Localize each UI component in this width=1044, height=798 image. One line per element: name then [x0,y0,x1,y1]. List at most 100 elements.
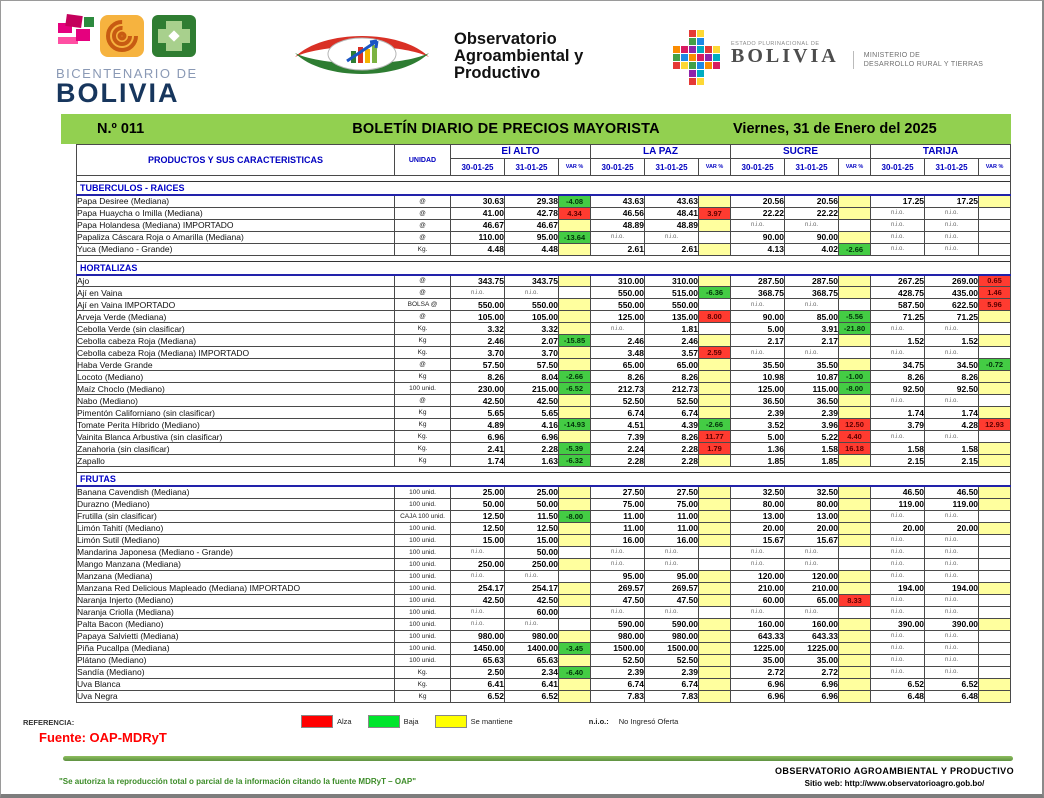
price-cell: 590.00 [644,617,700,631]
var-cell [557,629,592,643]
price-cell: 20.56 [784,194,840,208]
var-cell [978,310,1012,323]
var-cell: 12.50 [838,418,872,431]
unit-cell: CAJA 100 unid. [394,509,451,523]
product-name-cell: Uva Blanca [76,677,395,691]
price-cell: 2.50 [450,665,505,679]
table-header-city-row: PRODUCTOS Y SUS CARACTERISTICAS UNIDAD El … [76,144,1012,176]
var-cell [698,605,732,619]
price-cell: 587.50 [870,298,926,311]
var-cell [978,430,1012,443]
price-cell: 4.51 [590,418,646,431]
product-name-cell: Papaliza Cáscara Roja o Amarilla (Median… [76,230,395,244]
price-cell: 269.00 [924,274,980,287]
price-cell: 48.41 [644,206,700,220]
product-name-cell: Locoto (Mediano) [76,370,395,383]
price-cell: 10.87 [784,370,840,383]
var-cell [978,569,1012,583]
price-cell: 3.91 [784,322,840,335]
table-row: Piña Pucallpa (Mediana) 100 unid. 1450.00 1… [76,641,1012,655]
price-cell-nio: n.i.o. [504,569,559,583]
price-cell: 550.00 [590,298,646,311]
price-cell: 7.83 [644,689,700,703]
var-cell: 1.79 [698,442,732,455]
var-cell [838,677,872,691]
product-name-cell: Haba Verde Grande [76,358,395,371]
var-cell: -0.72 [978,358,1012,371]
product-name-cell: Ajo [76,274,395,287]
var-cell [838,569,872,583]
var-cell [838,629,872,643]
unit-cell: 100 unid. [394,641,451,655]
unit-cell: 100 unid. [394,629,451,643]
var-header: VAR % [838,158,872,176]
var-cell: -8.00 [838,382,872,395]
price-cell: 43.63 [644,194,700,208]
price-cell-nio: n.i.o. [644,557,700,571]
table-row: Plátano (Mediano) 100 unid. 65.63 65.63 52.5… [76,653,1012,667]
price-cell: 368.75 [730,286,786,299]
price-cell: 16.00 [644,533,700,547]
table-row: Manzana (Mediana) 100 unid. n.i.o. n.i.o. 95… [76,569,1012,583]
price-cell-nio: n.i.o. [924,545,980,559]
var-cell [698,653,732,667]
price-cell: 125.00 [730,382,786,395]
var-cell [698,194,732,208]
var-cell: -4.08 [557,194,592,208]
price-cell: 1.58 [870,442,926,455]
price-cell-nio: n.i.o. [590,230,646,244]
product-name-cell: Naranja Injerto (Mediano) [76,593,395,607]
price-cell: 15.00 [504,533,559,547]
price-cell: 2.28 [504,442,559,455]
var-cell [838,194,872,208]
bulletin-date: Viernes, 31 de Enero del 2025 [733,121,937,137]
price-cell: 8.26 [450,370,505,383]
price-cell: 212.73 [590,382,646,395]
price-cell: 1.74 [450,454,505,467]
var-cell [698,406,732,419]
price-cell: 17.25 [924,194,980,208]
price-cell: 42.50 [504,394,559,407]
spacer-row [75,255,1012,261]
price-cell: 35.00 [730,653,786,667]
price-cell: 13.00 [730,509,786,523]
price-cell: 125.00 [590,310,646,323]
legend-swatch [434,715,467,728]
price-cell: 1500.00 [644,641,700,655]
var-cell [978,581,1012,595]
var-cell: -6.40 [557,665,592,679]
var-cell [838,346,872,359]
var-cell [838,557,872,571]
price-cell-nio: n.i.o. [924,242,980,256]
price-cell: 287.50 [784,274,840,287]
var-cell [838,581,872,595]
unit-cell: 100 unid. [394,545,451,559]
price-cell-nio: n.i.o. [450,569,505,583]
unit-cell: BOLSA @ [394,298,451,311]
price-cell: 550.00 [450,298,505,311]
price-cell: 105.00 [450,310,505,323]
footer-org: OBSERVATORIO AGROAMBIENTAL Y PRODUCTIVO [775,766,1014,776]
price-cell: 1.58 [924,442,980,455]
price-cell: 6.41 [504,677,559,691]
price-cell: 119.00 [870,497,926,511]
nio-key: n.i.o.: [588,717,609,726]
var-cell [838,653,872,667]
legend-label: Alza [337,717,352,726]
var-cell [978,406,1012,419]
price-cell: 47.50 [590,593,646,607]
price-cell: 32.50 [784,485,840,499]
product-name-cell: Papaya Salvietti (Mediana) [76,629,395,643]
price-cell: 343.75 [504,274,559,287]
section-row: FRUTAS [75,472,1012,487]
price-cell: 2.61 [644,242,700,256]
var-cell [698,485,732,499]
price-cell: 428.75 [870,286,926,299]
price-cell: 8.26 [870,370,926,383]
price-cell: 27.50 [644,485,700,499]
price-cell: 35.00 [784,653,840,667]
product-name-cell: Zanahoria (sin clasificar) [76,442,395,455]
price-cell-nio: n.i.o. [730,218,786,232]
price-cell: 6.41 [450,677,505,691]
table-row: Cebolla cabeza Roja (Mediana) IMPORTADO K… [76,346,1012,359]
